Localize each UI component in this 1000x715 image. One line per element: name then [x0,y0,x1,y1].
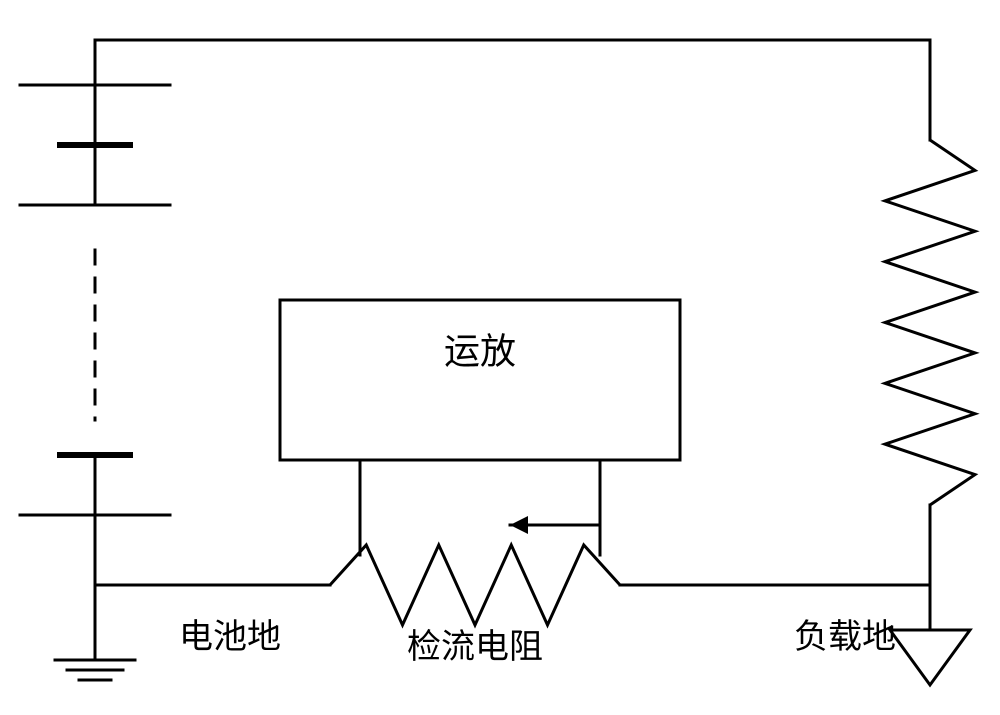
opamp-label: 运放 [444,331,516,371]
battery [20,40,170,585]
load-resistor [885,140,975,505]
sense-resistor [330,545,620,625]
sense-resistor-label: 检流电阻 [407,628,543,666]
opamp-box [280,300,680,460]
load-ground-label: 负载地 [794,618,896,656]
current-arrow-head [510,516,528,534]
battery-ground-label: 电池地 [179,618,281,656]
load-ground-triangle [890,630,970,685]
